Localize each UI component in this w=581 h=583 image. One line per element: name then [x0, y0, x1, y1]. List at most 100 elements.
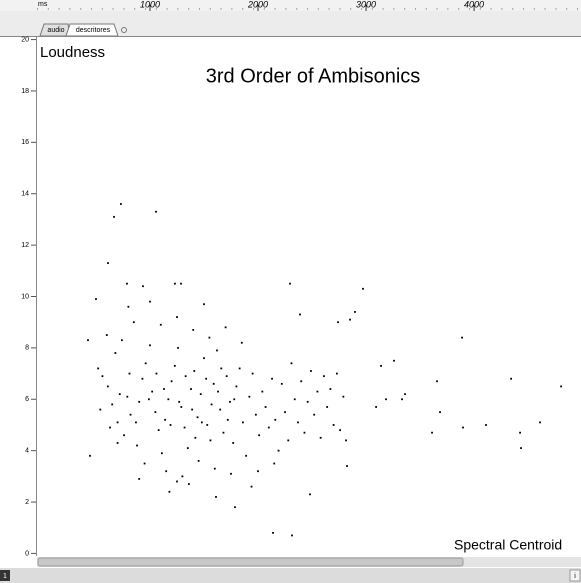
point: [461, 336, 463, 339]
point: [280, 382, 283, 385]
point: [206, 424, 209, 426]
point: [233, 398, 236, 401]
point: [224, 326, 227, 329]
add-tab-icon[interactable]: [121, 27, 127, 33]
tab-label[interactable]: descritores: [76, 27, 111, 34]
point: [303, 431, 306, 434]
y-axis-label: Loudness: [40, 44, 105, 61]
status-box: [0, 570, 10, 581]
y-tick-label: 12: [21, 242, 29, 249]
point: [297, 421, 299, 424]
point: [149, 300, 151, 303]
point: [138, 478, 141, 480]
point: [319, 436, 322, 439]
point: [248, 395, 251, 398]
point: [95, 298, 97, 300]
point: [335, 372, 338, 375]
point: [177, 346, 179, 349]
point: [187, 483, 190, 485]
point: [155, 372, 158, 375]
point: [300, 380, 303, 383]
point: [309, 493, 311, 496]
point: [169, 424, 172, 426]
point: [128, 372, 131, 375]
point: [191, 408, 194, 411]
point: [401, 398, 403, 401]
point: [118, 393, 121, 396]
point: [431, 431, 433, 434]
point: [154, 411, 157, 414]
point: [290, 362, 293, 365]
point: [114, 352, 117, 354]
point: [346, 465, 348, 467]
point: [196, 416, 199, 419]
point: [277, 449, 280, 452]
point: [160, 452, 163, 455]
point: [199, 393, 202, 396]
point: [135, 421, 137, 424]
point: [132, 321, 135, 324]
point: [289, 282, 291, 285]
point: [190, 388, 192, 390]
point: [148, 398, 150, 401]
ruler-tick-label: 2000: [247, 0, 268, 9]
point: [186, 447, 189, 449]
point: [485, 424, 487, 426]
point: [339, 429, 342, 432]
point: [240, 341, 243, 344]
point: [144, 362, 147, 365]
ruler-tick-label: 1000: [140, 0, 160, 9]
point: [180, 406, 183, 408]
ruler-tick-label: 3000: [356, 0, 376, 9]
point: [111, 403, 114, 406]
point: [337, 321, 339, 324]
y-tick-label: 20: [21, 36, 29, 43]
point: [205, 377, 208, 380]
point: [232, 442, 235, 444]
point: [200, 421, 203, 424]
point: [141, 377, 144, 380]
point: [519, 431, 521, 434]
y-tick-label: 18: [21, 88, 29, 95]
point: [254, 413, 257, 416]
point: [267, 426, 270, 429]
y-tick-label: 2: [25, 499, 29, 506]
scrollbar-thumb[interactable]: [37, 557, 464, 567]
point: [217, 390, 219, 393]
point: [380, 364, 382, 367]
point: [226, 418, 229, 421]
point: [163, 388, 165, 390]
point: [123, 434, 125, 437]
point: [183, 426, 186, 429]
point: [181, 475, 184, 478]
point: [219, 408, 222, 411]
point: [193, 370, 196, 372]
point: [176, 480, 178, 483]
point: [157, 429, 160, 432]
point: [97, 367, 100, 370]
point: [142, 285, 144, 288]
point: [209, 439, 212, 442]
point: [208, 336, 211, 339]
point: [87, 339, 89, 342]
point: [194, 436, 197, 439]
point: [329, 388, 332, 390]
point: [149, 344, 151, 347]
point: [173, 364, 176, 367]
point: [520, 447, 522, 449]
point: [225, 375, 228, 378]
point: [293, 398, 296, 401]
point: [510, 377, 513, 380]
point: [164, 418, 167, 421]
point: [105, 334, 108, 336]
point: [116, 421, 119, 424]
point: [126, 395, 129, 398]
point: [439, 411, 441, 414]
status-box: [569, 569, 581, 582]
point: [229, 400, 231, 403]
tab-label[interactable]: audio: [47, 27, 64, 34]
point: [539, 421, 541, 424]
point: [203, 357, 205, 360]
point: [560, 385, 563, 388]
